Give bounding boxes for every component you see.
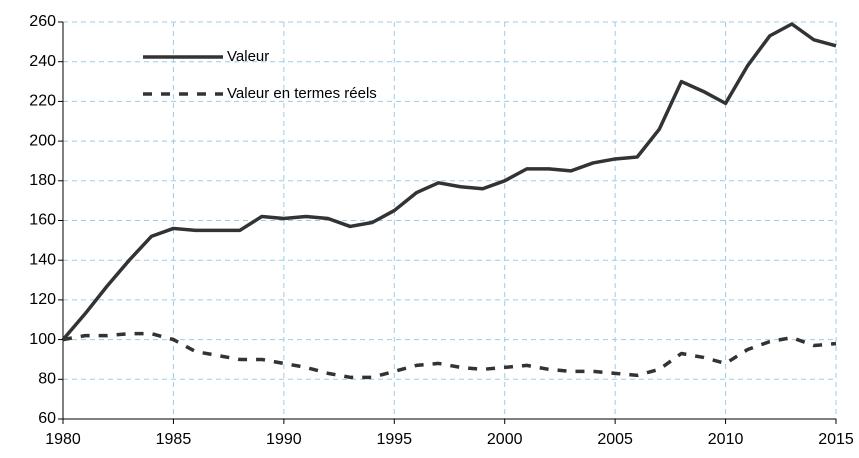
x-tick-label: 1985 <box>156 431 192 448</box>
y-tick-label: 200 <box>29 132 56 149</box>
x-tick-label: 2000 <box>487 431 523 448</box>
x-tick-label: 2015 <box>818 431 854 448</box>
y-tick-label: 80 <box>38 371 56 388</box>
x-tick-label: 2010 <box>708 431 744 448</box>
x-tick-label: 1995 <box>376 431 412 448</box>
y-tick-label: 60 <box>38 410 56 427</box>
y-tick-label: 160 <box>29 212 56 229</box>
series-line <box>62 331 837 380</box>
x-tick-label: 1990 <box>266 431 302 448</box>
y-tick-label: 240 <box>29 53 56 70</box>
y-tick-label: 260 <box>29 13 56 30</box>
y-tick-label: 100 <box>29 331 56 348</box>
legend-label: Valeur en termes réels <box>227 85 377 102</box>
series-line <box>61 22 837 341</box>
y-tick-label: 180 <box>29 172 56 189</box>
x-tick-label: 2005 <box>597 431 633 448</box>
x-tick-label: 1980 <box>45 431 81 448</box>
y-tick-label: 140 <box>29 251 56 268</box>
legend-label: Valeur <box>227 48 269 65</box>
y-tick-label: 220 <box>29 93 56 110</box>
y-tick-label: 120 <box>29 291 56 308</box>
